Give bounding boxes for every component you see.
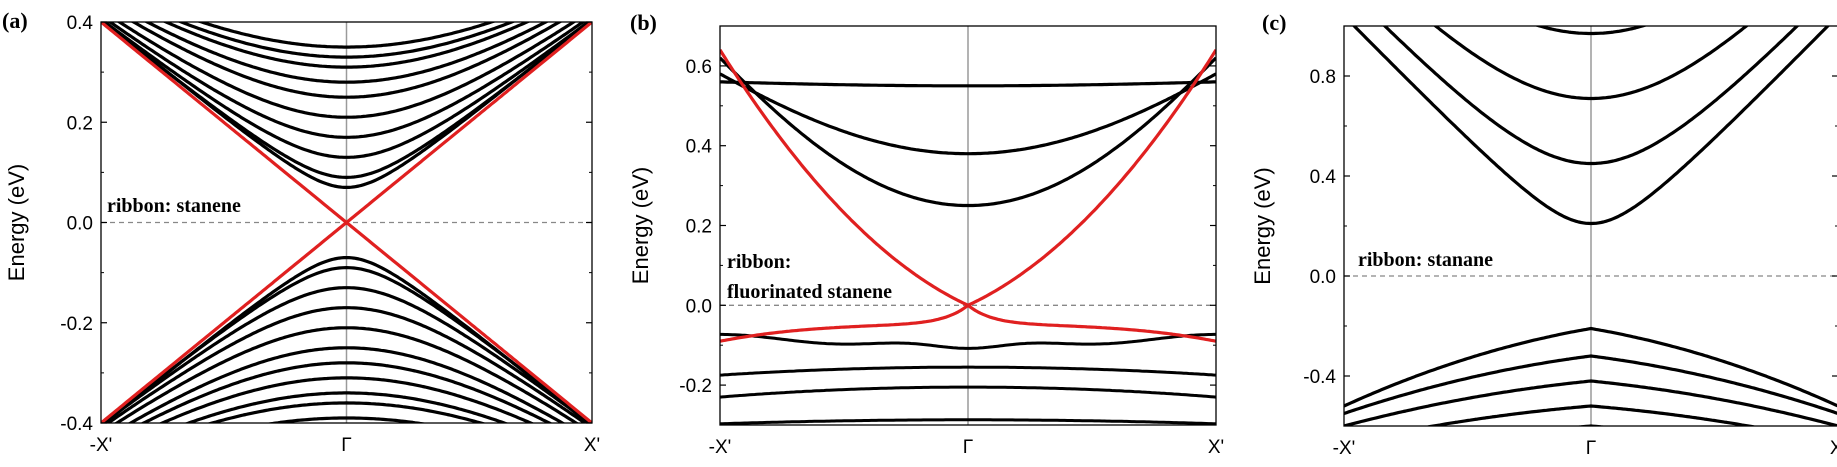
y-tick-label: -0.4 [60,414,93,435]
y-tick-label: 0.4 [67,13,94,34]
panel-label: (c) [1262,10,1286,35]
valence-band [265,416,428,423]
panel-label: (a) [2,8,28,33]
x-tick-label: X' [1208,437,1224,458]
x-tick-label: Γ [341,435,351,456]
panel-2: 0.6 0.4 0.2 0.0 -0.2 -X' Γ X' Energy (eV) (b) ribb… [628,10,1224,458]
valence-band [105,306,588,423]
x-tick-label: Γ [1586,438,1596,459]
y-tick-label: 0.4 [686,137,713,158]
conduction-band [116,22,577,119]
conduction-band [101,22,592,179]
valence-band [101,266,592,423]
plot-area [1344,26,1837,426]
panel-label: (b) [630,10,657,35]
y-axis-label: Energy (eV) [628,167,653,284]
valence-band [1344,354,1837,416]
y-tick-label: 0.4 [1310,167,1337,188]
y-tick-label: 0.0 [1310,267,1336,288]
valence-band [206,401,487,423]
y-tick-label: -0.2 [60,314,93,335]
ribbon-annotation: ribbon: stanene [107,195,241,217]
valence-band [720,365,1216,377]
conduction-band [143,22,550,84]
ribbon-annotation: ribbon: [727,251,791,273]
valence-band [101,286,592,423]
x-tick-label: -X' [90,435,113,456]
valence-band [140,361,553,423]
conduction-band [1352,26,1830,226]
conduction-band [720,56,1216,208]
y-axis-label: Energy (eV) [1250,167,1275,284]
valence-band [183,391,510,423]
valence-band [720,385,1216,399]
x-tick-label: X' [1830,438,1837,459]
panel-3: 0.8 0.4 0.0 -0.4 -X' Γ X' Energy (eV) (c) ribbon:… [1250,10,1837,459]
conduction-band [720,80,1216,88]
x-tick-label: Γ [963,437,973,458]
panel-1: 0.4 0.2 0.0 -0.2 -0.4-X' Γ X' Energy (eV) (a) rib… [2,8,600,456]
y-tick-label: 0.6 [686,57,712,78]
y-tick-label: 0.0 [67,214,93,235]
conduction-band [130,22,563,99]
conduction-band [1534,26,1648,36]
x-tick-label: X' [584,435,600,456]
y-tick-label: 0.0 [686,296,712,317]
valence-band [127,346,566,423]
plot-area [720,26,1216,425]
conduction-band [107,22,586,139]
ribbon-annotation: fluorinated stanene [727,281,892,303]
conduction-band [162,22,531,69]
conduction-band [720,72,1216,156]
plot-area [101,22,592,423]
y-tick-label: 0.2 [67,113,93,134]
conduction-band [1382,26,1800,166]
valence-band [720,418,1216,425]
valence-band [1424,404,1758,426]
y-tick-label: 0.8 [1310,67,1336,88]
edge-state-band [720,303,1216,343]
valence-band [113,326,580,423]
valence-band [1344,379,1837,426]
y-axis-label: Energy (eV) [4,164,29,281]
x-tick-label: -X' [709,437,732,458]
conduction-band [1433,26,1749,101]
conduction-band [102,22,591,159]
valence-band [158,376,535,423]
x-tick-label: -X' [1333,438,1356,459]
valence-band [1344,326,1837,408]
valence-band [720,332,1216,350]
conduction-band [196,22,497,49]
y-tick-label: 0.2 [686,217,712,238]
y-tick-label: -0.2 [679,376,712,397]
y-tick-label: -0.4 [1303,367,1336,388]
ribbon-annotation: ribbon: stanane [1358,249,1493,271]
edge-state-band [101,220,592,423]
